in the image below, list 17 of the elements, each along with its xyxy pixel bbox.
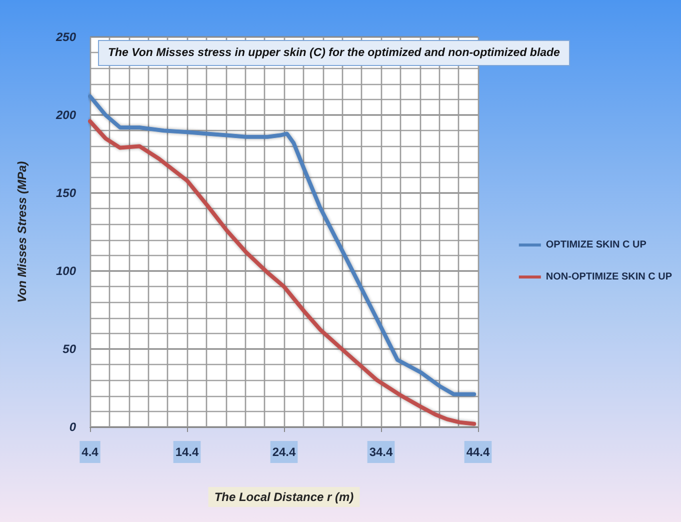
legend-label: NON-OPTIMIZE SKIN C UP [546,272,672,282]
y-tick-label: 150 [56,186,76,200]
y-tick-label: 0 [69,420,76,434]
legend-label: OPTIMIZE SKIN C UP [546,240,647,250]
y-axis-title: Von Misses Stress (MPa) [15,161,29,303]
y-tick-label: 250 [54,30,76,44]
y-tick-label: 100 [56,264,76,278]
y-tick-label: 50 [62,342,76,356]
x-tick-label: 24.4 [272,445,296,459]
x-tick-label: 34.4 [369,445,393,459]
y-tick-label: 200 [54,108,76,122]
x-tick-label: 4.4 [82,445,99,459]
line-series [88,94,476,396]
x-tick-label: 44.4 [466,445,490,459]
text: The Von Misses stress in upper skin (C) for the optimized and non-optimized blade [108,47,561,59]
x-axis-title: The Local Distance r (m) [214,490,354,504]
x-tick-label: 14.4 [175,445,199,459]
